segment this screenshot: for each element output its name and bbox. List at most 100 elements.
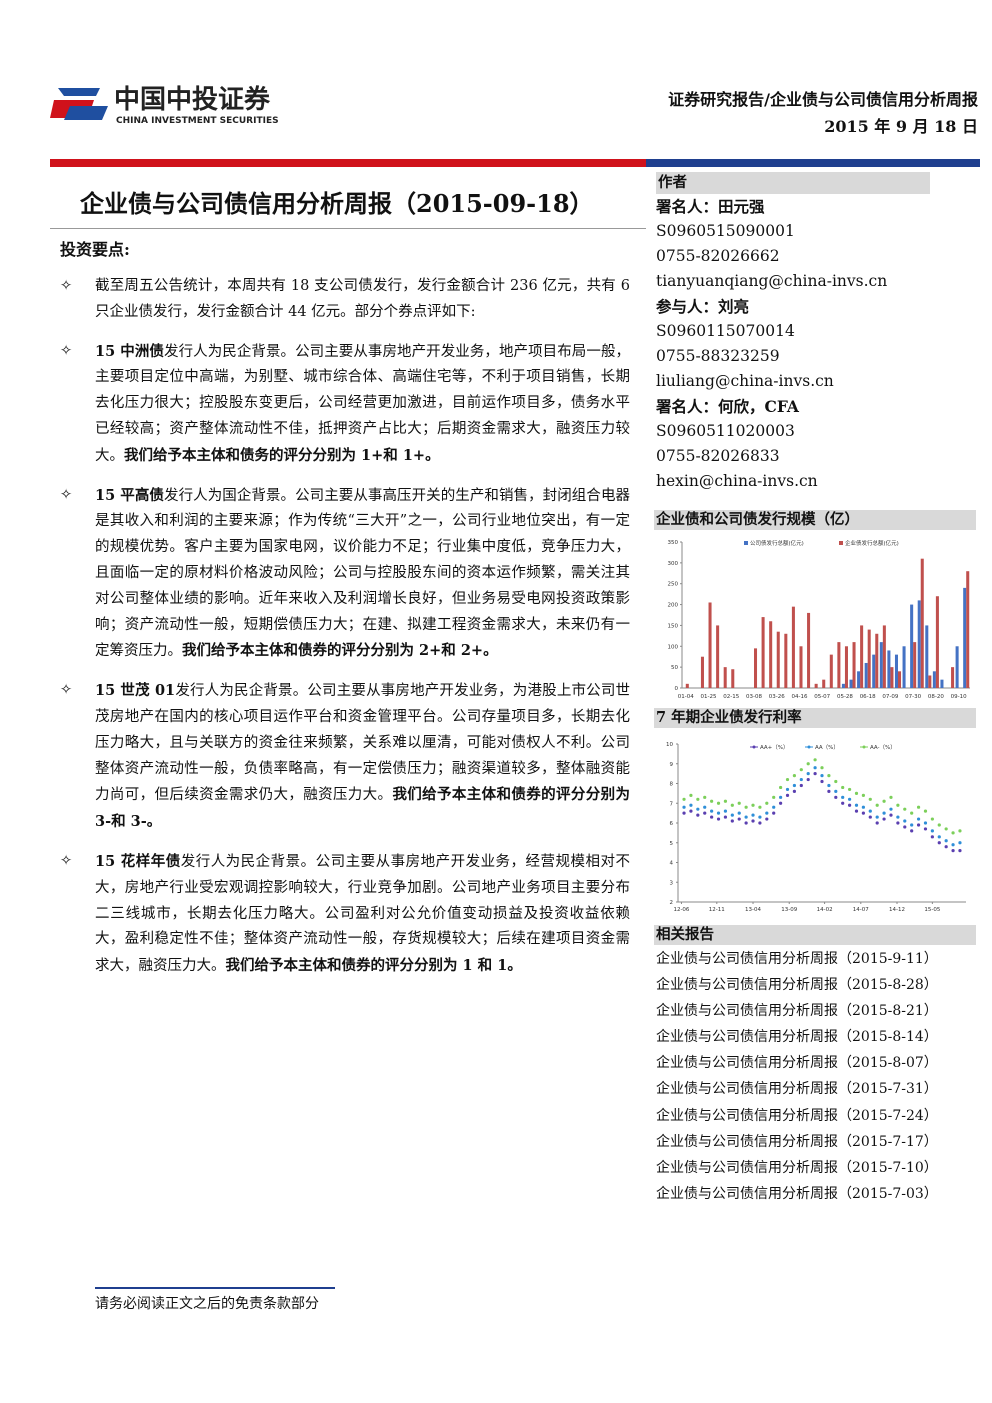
point-name: 15 中洲债 bbox=[95, 342, 164, 360]
point bbox=[696, 813, 700, 817]
bar bbox=[857, 671, 861, 688]
bar bbox=[769, 621, 773, 688]
point bbox=[813, 766, 817, 770]
point bbox=[751, 819, 755, 823]
point bbox=[827, 783, 831, 788]
point bbox=[813, 758, 817, 762]
related-heading: 相关报告 bbox=[654, 925, 976, 945]
bar bbox=[963, 587, 967, 688]
related-item: 企业债与公司债信用分析周报（2015-8-28） bbox=[656, 977, 938, 994]
bar bbox=[731, 669, 735, 688]
bullet: ✧ bbox=[60, 682, 73, 699]
point bbox=[896, 803, 900, 807]
y-tick-label: 9 bbox=[670, 762, 674, 768]
x-tick-label: 07-09 bbox=[882, 694, 898, 700]
point bbox=[882, 799, 886, 803]
point bbox=[703, 811, 707, 815]
bar bbox=[841, 683, 845, 688]
point bbox=[896, 821, 900, 825]
x-tick-label: 13-09 bbox=[781, 907, 797, 913]
point bbox=[854, 791, 859, 795]
logo-en: CHINA INVESTMENT SECURITIES bbox=[116, 116, 279, 126]
bar bbox=[784, 633, 788, 688]
point bbox=[910, 823, 914, 827]
point bbox=[930, 817, 934, 821]
bar bbox=[890, 667, 894, 688]
chart-title: 7 年期企业债发行利率 bbox=[654, 708, 976, 728]
bar bbox=[887, 650, 891, 688]
point bbox=[916, 823, 921, 827]
chart-title: 企业债和公司债发行规模（亿） bbox=[654, 510, 976, 530]
point bbox=[820, 774, 824, 778]
logo: 中国中投证券 CHINA INVESTMENT SECURITIES bbox=[50, 85, 279, 126]
point bbox=[785, 793, 790, 797]
point bbox=[772, 795, 776, 799]
x-tick-label: 01-25 bbox=[701, 694, 717, 700]
point bbox=[903, 819, 907, 823]
point bbox=[689, 793, 693, 797]
bar bbox=[860, 625, 864, 688]
point bbox=[792, 774, 797, 778]
bar bbox=[864, 662, 868, 688]
y-tick-label: 8 bbox=[670, 782, 674, 788]
point bbox=[910, 811, 914, 815]
legend-label: 企业债发行总额(亿元) bbox=[845, 539, 899, 547]
footer-rule bbox=[95, 1287, 335, 1289]
bar bbox=[951, 667, 955, 688]
point bbox=[958, 841, 962, 845]
legend-swatch bbox=[744, 541, 748, 545]
bar bbox=[882, 625, 886, 688]
legend-marker bbox=[752, 745, 756, 749]
bar bbox=[867, 629, 871, 688]
bullet: ✧ bbox=[60, 342, 73, 359]
y-tick-label: 0 bbox=[675, 686, 679, 692]
point bbox=[710, 809, 714, 813]
rule-thin bbox=[50, 228, 646, 229]
point bbox=[944, 839, 948, 843]
point bbox=[937, 823, 941, 827]
author-line: liuliang@china-invs.cn bbox=[656, 372, 834, 390]
bullet: ✧ bbox=[60, 486, 73, 503]
point bbox=[930, 835, 934, 839]
point bbox=[779, 785, 783, 790]
point bbox=[944, 845, 948, 849]
x-tick-label: 04-16 bbox=[791, 694, 807, 700]
y-tick-label: 100 bbox=[668, 644, 679, 650]
point bbox=[916, 817, 921, 821]
report-type: 证券研究报告/企业债与公司债信用分析周报 bbox=[668, 90, 978, 109]
point bbox=[875, 803, 879, 807]
point-name: 15 平高债 bbox=[95, 486, 164, 504]
bar bbox=[955, 646, 959, 688]
author-line: 0755-82026662 bbox=[656, 247, 780, 265]
bar bbox=[761, 617, 765, 688]
related-item: 企业债与公司债信用分析周报（2015-8-07） bbox=[656, 1055, 938, 1072]
author-line: 署名人：何欣，CFA bbox=[656, 397, 799, 416]
legend-marker bbox=[862, 745, 866, 749]
y-tick-label: 50 bbox=[671, 665, 678, 671]
point bbox=[785, 787, 790, 792]
y-tick-label: 7 bbox=[670, 801, 674, 807]
point bbox=[730, 813, 734, 817]
point bbox=[930, 829, 934, 833]
point bbox=[792, 789, 797, 793]
bar bbox=[898, 671, 902, 688]
point bbox=[861, 793, 865, 797]
bar bbox=[879, 642, 883, 688]
point-conclusion: 我们给予本主体和债券的评分分别为 2+和 2+。 bbox=[182, 642, 498, 660]
logo-shape bbox=[58, 88, 100, 96]
point-text: 发行人为民企背景。公司主要从事房地产开发业务，地产项目布局一般，主要项目定位中高… bbox=[95, 343, 631, 464]
point bbox=[723, 809, 728, 813]
bar-chart: 0 50 100 150 200 250 300 350 01-04 01-25 02-15 03-0… bbox=[668, 539, 970, 700]
point: ✧ 15 平高债发行人为国企背景。公司主要从事高压开关的生产和销售，封闭组合电器是… bbox=[60, 483, 630, 666]
point bbox=[951, 843, 955, 847]
x-tick-label: 12-06 bbox=[673, 907, 689, 913]
point bbox=[779, 801, 783, 805]
point bbox=[716, 801, 721, 805]
related-item: 企业债与公司债信用分析周报（2015-7-10） bbox=[656, 1159, 938, 1176]
rule-blue bbox=[646, 159, 980, 167]
bar bbox=[700, 656, 704, 688]
point bbox=[827, 789, 831, 793]
point-conclusion: 我们给予本主体和债券的评分分别为 3-和 3-。 bbox=[95, 786, 631, 831]
bar bbox=[708, 602, 712, 688]
